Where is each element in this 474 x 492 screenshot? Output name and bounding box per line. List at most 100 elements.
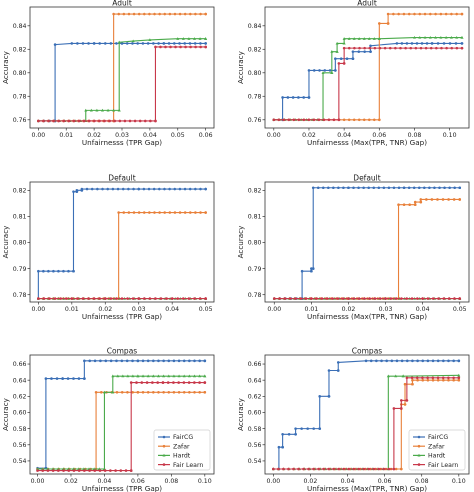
data-point: [297, 96, 300, 99]
data-point: [447, 198, 450, 201]
data-point: [41, 469, 45, 472]
data-point: [183, 42, 187, 45]
data-point: [114, 469, 117, 472]
data-point: [142, 211, 146, 214]
data-point: [37, 119, 40, 123]
data-point: [394, 297, 398, 300]
data-point: [351, 57, 355, 60]
data-point: [430, 42, 434, 45]
data-point: [143, 297, 146, 300]
data-point: [167, 42, 171, 45]
data-point: [347, 37, 351, 40]
data-point: [363, 46, 366, 50]
data-point: [378, 297, 382, 300]
data-point: [99, 359, 102, 363]
data-point: [127, 12, 131, 16]
data-point: [327, 186, 330, 190]
data-point: [57, 269, 60, 273]
x-tick-label: 0.05: [171, 132, 185, 139]
subplot-title: Adult: [112, 0, 132, 8]
series-line: [38, 38, 206, 122]
data-point: [89, 108, 93, 112]
subplot-3: Default 0.00 0.01 0.02 0.03 0.04 0.05 0.78 0.79 0…: [1, 174, 215, 321]
data-point: [369, 359, 373, 363]
data-point: [147, 187, 151, 191]
data-point: [320, 297, 324, 300]
legend-marker: [162, 453, 166, 457]
series-faircg: [272, 186, 462, 300]
data-point: [47, 269, 50, 273]
data-point: [103, 42, 107, 45]
data-point: [282, 467, 285, 471]
y-tick-label: 0.79: [248, 266, 262, 273]
data-point: [122, 211, 126, 214]
data-point: [188, 42, 192, 45]
data-point: [413, 203, 417, 206]
x-tick-label: 0.06: [199, 132, 213, 139]
data-point: [115, 359, 118, 363]
data-point: [159, 45, 162, 49]
data-point: [357, 118, 361, 122]
data-point: [291, 96, 295, 99]
data-point: [407, 186, 411, 190]
x-tick-label: 0.08: [415, 478, 429, 485]
data-point: [272, 467, 275, 471]
data-point: [154, 119, 157, 123]
data-point: [61, 377, 64, 380]
data-point: [322, 118, 326, 122]
legend-marker: [162, 435, 166, 439]
data-point: [88, 469, 91, 472]
x-tick-label: 0.02: [302, 132, 316, 139]
data-point: [178, 187, 182, 191]
data-point: [367, 37, 371, 40]
data-point: [445, 46, 448, 50]
data-point: [352, 37, 356, 40]
y-tick-label: 0.64: [248, 377, 262, 384]
data-point: [316, 186, 320, 190]
data-point: [447, 378, 450, 382]
data-point: [431, 376, 435, 380]
series-fair-learn: [272, 297, 462, 300]
data-point: [278, 297, 281, 300]
series-fair-learn: [272, 376, 461, 471]
data-point: [347, 186, 350, 190]
data-point: [317, 118, 321, 122]
x-axis-label: Unfairnesss (Max(TPR, TNR) Gap): [307, 312, 427, 321]
legend-marker: [417, 453, 421, 457]
data-point: [173, 12, 177, 16]
data-point: [87, 119, 91, 123]
data-point: [141, 390, 145, 394]
data-point: [413, 200, 417, 204]
x-tick-label: 0.00: [267, 132, 281, 139]
data-point: [138, 119, 142, 123]
data-point: [169, 45, 172, 49]
data-point: [428, 35, 432, 39]
data-point: [103, 469, 107, 472]
data-point: [353, 46, 356, 50]
data-point: [189, 45, 192, 49]
data-point: [460, 12, 464, 16]
data-point: [336, 297, 340, 300]
data-point: [192, 37, 196, 40]
data-point: [163, 187, 166, 191]
data-point: [397, 12, 400, 16]
data-point: [198, 381, 201, 384]
data-point: [48, 297, 51, 300]
data-point: [400, 297, 403, 300]
data-point: [178, 211, 182, 214]
y-tick-label: 0.60: [13, 410, 27, 417]
data-point: [448, 186, 451, 190]
series-line: [38, 46, 206, 122]
data-point: [199, 45, 202, 49]
data-point: [166, 381, 170, 384]
data-point: [75, 189, 79, 192]
data-point: [423, 186, 426, 190]
data-point: [53, 297, 57, 300]
data-point: [362, 37, 366, 40]
data-point: [392, 12, 395, 16]
data-point: [51, 469, 55, 472]
data-point: [62, 269, 65, 273]
data-point: [47, 119, 50, 123]
legend-marker: [162, 463, 166, 466]
data-point: [146, 42, 150, 45]
